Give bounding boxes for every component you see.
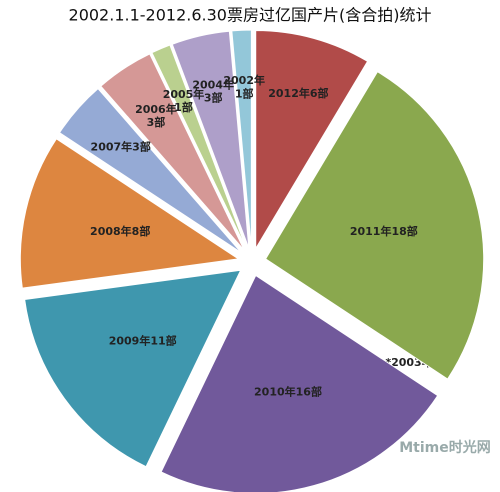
pie-slice [24, 269, 242, 468]
slice-label: 2009年11部 [109, 333, 177, 347]
slice-label: 2006年 3部 [135, 102, 177, 129]
watermark: Mtime时光网 [399, 439, 491, 456]
slice-label: 2007年3部 [91, 139, 151, 153]
pie-slice [151, 44, 247, 250]
slice-label: 2005年 1部 [163, 87, 205, 114]
pie-slice [160, 274, 439, 492]
pie-slice [100, 53, 245, 251]
slice-label: 2008年8部 [90, 224, 150, 238]
slice-label: 2002年 1部 [223, 73, 265, 100]
chart-title: 2002.1.1-2012.6.30票房过亿国产片(含合拍)统计 [69, 6, 432, 25]
pie-slice [19, 138, 240, 289]
pie-slice [58, 87, 242, 254]
pie-slice [264, 71, 485, 380]
pie-slice [255, 30, 369, 251]
pie-slice [231, 29, 252, 249]
slice-label: 2010年16部 [254, 384, 322, 398]
pie-slice [171, 30, 250, 249]
slice-label: 2004年 3部 [192, 77, 234, 104]
slice-label: 2011年18部 [350, 224, 418, 238]
slice-label: 2012年6部 [268, 86, 328, 100]
